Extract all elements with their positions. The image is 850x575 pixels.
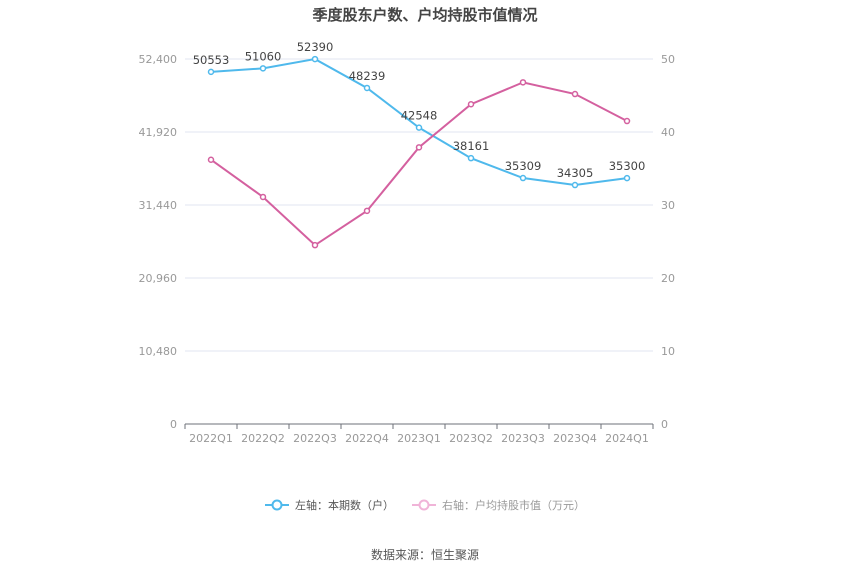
left-axis-tick-label: 41,920 xyxy=(139,126,178,139)
data-point[interactable] xyxy=(311,55,319,63)
gridlines xyxy=(185,58,653,352)
x-axis-tick-label: 2023Q2 xyxy=(449,432,493,445)
x-axis-tick-label: 2022Q1 xyxy=(189,432,233,445)
right-axis-ticks: 0 10 20 30 40 50 xyxy=(661,53,675,431)
x-axis-tick-label: 2023Q4 xyxy=(553,432,597,445)
line-circle-icon xyxy=(265,499,289,511)
left-axis-tick-label: 20,960 xyxy=(139,272,178,285)
data-source: 数据来源：恒生聚源 xyxy=(370,548,479,562)
x-axis-tick-label: 2023Q3 xyxy=(501,432,545,445)
data-label: 38161 xyxy=(453,139,490,153)
x-axis-tick-label: 2022Q3 xyxy=(293,432,337,445)
right-axis-tick-label: 20 xyxy=(661,272,675,285)
right-axis-tick-label: 30 xyxy=(661,199,675,212)
data-point[interactable] xyxy=(467,101,475,108)
x-axis-tick-label: 2023Q1 xyxy=(397,432,441,445)
legend: 左轴：本期数（户） 右轴：户均持股市值（万元） xyxy=(0,497,850,513)
data-point[interactable] xyxy=(363,207,371,215)
right-axis-tick-label: 40 xyxy=(661,126,675,139)
data-label: 50553 xyxy=(193,53,230,67)
legend-item-avg-holding-value[interactable]: 右轴：户均持股市值（万元） xyxy=(412,497,585,513)
data-label: 52390 xyxy=(297,40,334,54)
x-axis-tick-label: 2022Q2 xyxy=(241,432,285,445)
data-point[interactable] xyxy=(259,65,267,72)
data-point[interactable] xyxy=(207,68,215,76)
left-axis-tick-label: 10,480 xyxy=(139,345,178,358)
data-labels: 50553 51060 52390 48239 42548 38161 35309 34305… xyxy=(193,40,646,180)
left-axis-tick-label: 52,400 xyxy=(139,53,178,66)
data-label: 34305 xyxy=(557,166,594,180)
data-label: 42548 xyxy=(401,109,438,123)
legend-label: 右轴：户均持股市值（万元） xyxy=(442,499,585,512)
legend-label: 左轴：本期数（户） xyxy=(295,499,394,512)
data-point[interactable] xyxy=(519,174,527,182)
data-label: 35309 xyxy=(505,159,542,173)
series-line-1 xyxy=(210,81,628,247)
x-axis: 2022Q1 2022Q2 2022Q3 2022Q4 2023Q1 2023Q2 2023… xyxy=(184,423,654,445)
x-axis-tick-label: 2022Q4 xyxy=(345,432,389,445)
data-point[interactable] xyxy=(623,117,631,125)
right-axis-tick-label: 0 xyxy=(661,418,668,431)
legend-item-shareholders[interactable]: 左轴：本期数（户） xyxy=(265,497,394,513)
data-point[interactable] xyxy=(311,241,319,249)
data-point[interactable] xyxy=(259,193,267,201)
data-point[interactable] xyxy=(519,79,527,86)
left-axis-ticks: 0 10,480 20,960 31,440 41,920 52,400 xyxy=(139,53,178,431)
line-circle-icon xyxy=(412,499,436,511)
left-axis-tick-label: 31,440 xyxy=(139,199,178,212)
series-lines xyxy=(207,55,631,249)
right-axis-tick-label: 50 xyxy=(661,53,675,66)
data-point[interactable] xyxy=(207,156,215,163)
data-point[interactable] xyxy=(467,154,475,162)
data-point[interactable] xyxy=(363,84,371,92)
data-point[interactable] xyxy=(415,124,423,131)
data-label: 51060 xyxy=(245,49,282,63)
data-point[interactable] xyxy=(415,144,423,151)
data-point[interactable] xyxy=(571,181,579,189)
left-axis-tick-label: 0 xyxy=(170,418,177,431)
data-point[interactable] xyxy=(623,174,631,182)
chart-title: 季度股东户数、户均持股市值情况 xyxy=(312,6,538,24)
x-axis-tick-label: 2024Q1 xyxy=(605,432,649,445)
data-label: 48239 xyxy=(349,69,386,83)
data-label: 35300 xyxy=(609,159,646,173)
data-point[interactable] xyxy=(571,90,579,98)
right-axis-tick-label: 10 xyxy=(661,345,675,358)
